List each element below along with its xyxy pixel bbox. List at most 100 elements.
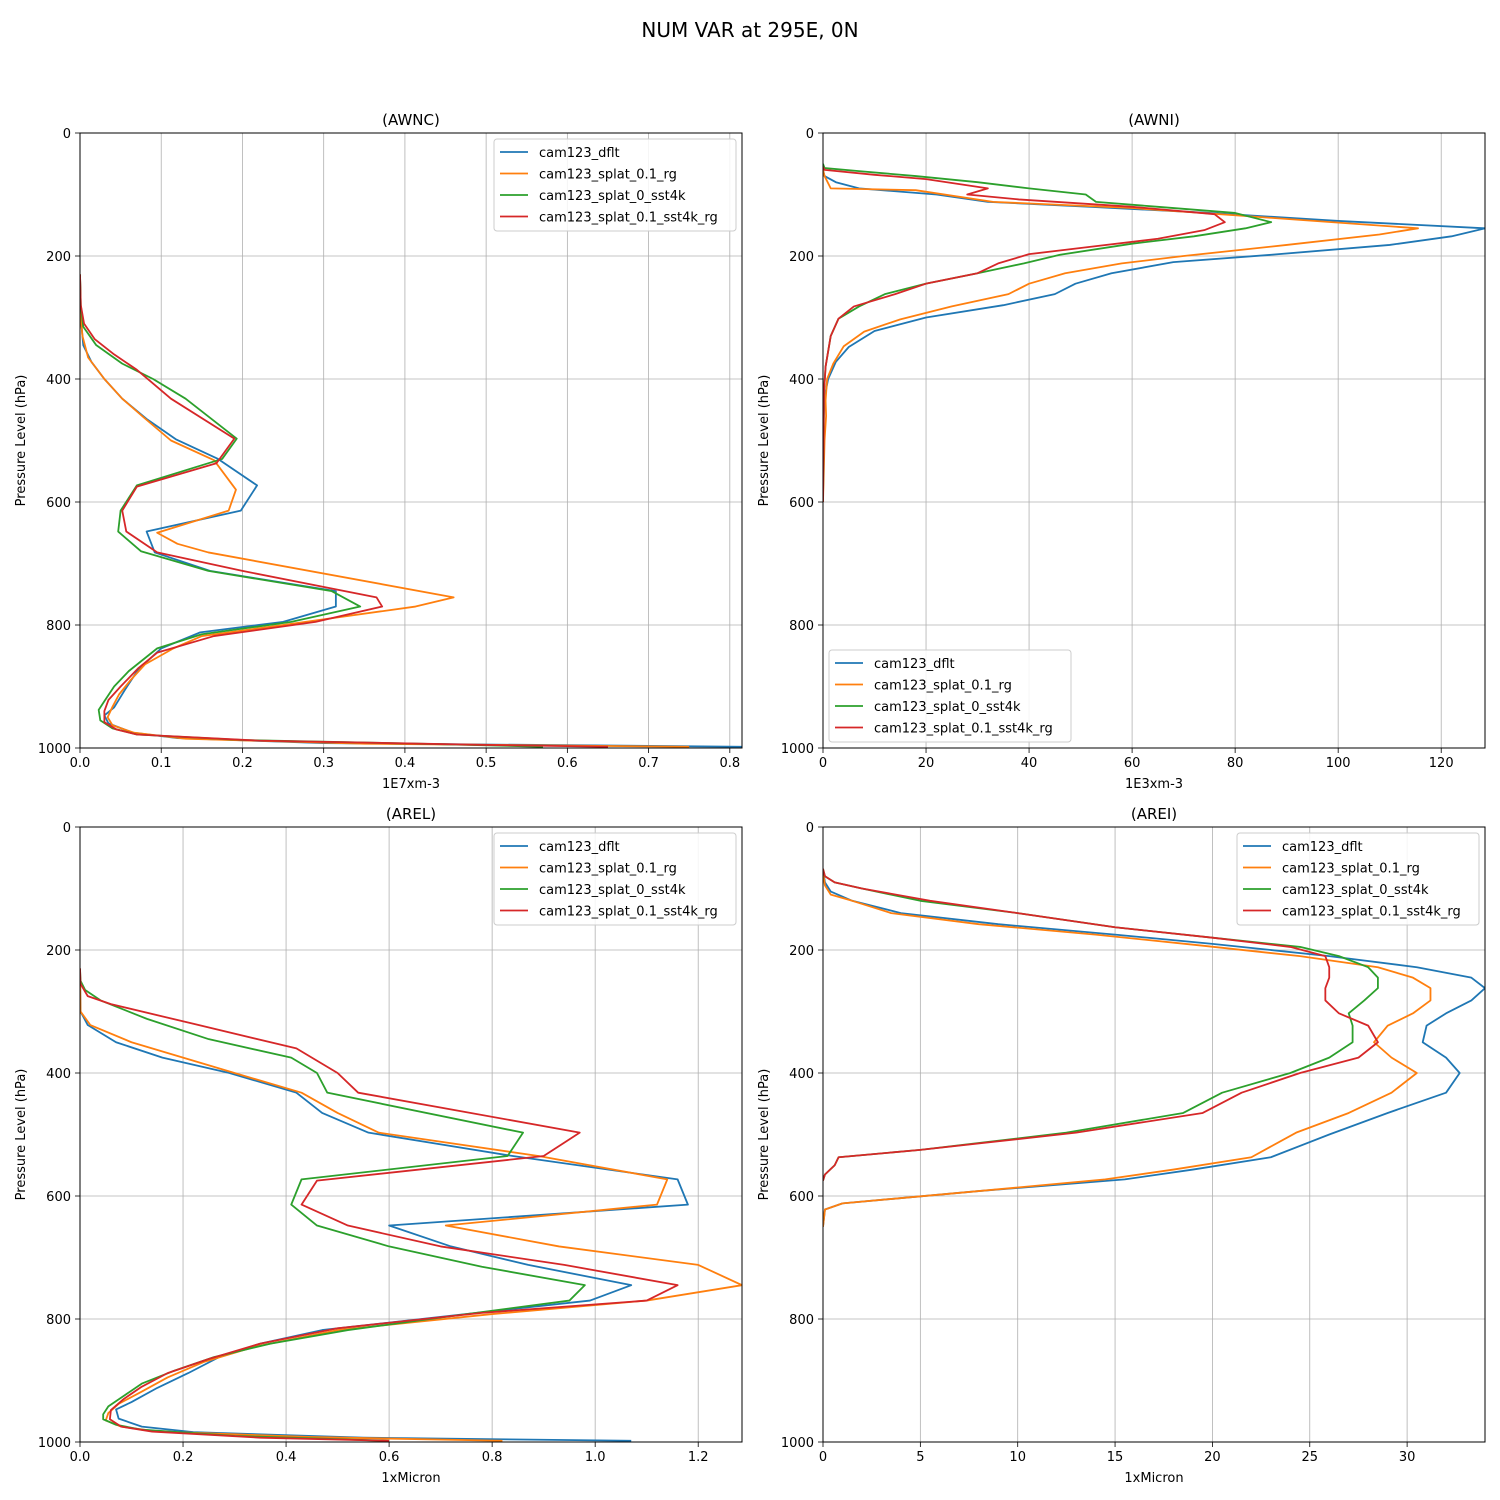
legend-label: cam123_splat_0.1_rg xyxy=(539,168,677,183)
series-line-cam123-splat-0-1-rg xyxy=(823,169,1419,503)
x-tick-label: 0.2 xyxy=(232,756,253,771)
y-tick-label: 800 xyxy=(46,619,71,634)
axes-frame xyxy=(79,132,743,749)
y-tick-label: 0 xyxy=(806,127,814,142)
legend: cam123_dflt cam123_splat_0.1_rg cam123_spl… xyxy=(493,138,737,232)
legend: cam123_dflt cam123_splat_0.1_rg cam123_spl… xyxy=(493,832,737,926)
x-tick-label: 0.5 xyxy=(476,756,497,771)
legend-label: cam123_splat_0_sst4k xyxy=(1282,883,1429,898)
subplot-title: (AREI) xyxy=(1131,805,1177,823)
x-tick-label: 0.6 xyxy=(379,1450,400,1465)
x-tick-label: 30 xyxy=(1399,1450,1416,1465)
series-line-cam123-splat-0-1-rg xyxy=(80,274,690,748)
series-line-cam123-dflt xyxy=(80,968,689,1442)
series-line-cam123-splat-0-1-rg xyxy=(823,872,1432,1227)
subplot-3: 0.0 0.2 0.4 0.6 0.8 1.0 1.2 0 200 400 600 800 1000 (A… xyxy=(14,805,743,1486)
y-tick-label: 400 xyxy=(789,1067,814,1082)
y-tick-label: 200 xyxy=(46,250,71,265)
legend-label: cam123_splat_0.1_sst4k_rg xyxy=(874,722,1053,737)
y-axis-label: Pressure Level (hPa) xyxy=(14,1069,29,1201)
series-line-cam123-splat-0-sst4k xyxy=(823,163,1273,503)
y-tick-label: 200 xyxy=(789,250,814,265)
legend-label: cam123_splat_0.1_sst4k_rg xyxy=(1282,905,1461,920)
x-tick-label: 0.0 xyxy=(70,756,91,771)
x-tick-label: 25 xyxy=(1301,1450,1318,1465)
x-axis-label: 1xMicron xyxy=(1124,1471,1183,1486)
x-axis-label: 1E7xm-3 xyxy=(382,777,440,792)
y-tick-label: 0 xyxy=(63,127,71,142)
legend-label: cam123_dflt xyxy=(874,657,955,672)
series-line-cam123-dflt xyxy=(80,274,742,748)
series-line-cam123-splat-0-sst4k xyxy=(80,274,544,748)
x-tick-label: 0.8 xyxy=(719,756,740,771)
legend-label: cam123_splat_0.1_rg xyxy=(539,862,677,877)
x-tick-label: 0.4 xyxy=(276,1450,297,1465)
legend-box xyxy=(1236,832,1480,926)
y-tick-label: 1000 xyxy=(781,742,814,757)
legend-box xyxy=(493,832,737,926)
x-tick-label: 100 xyxy=(1326,756,1351,771)
figure-title: NUM VAR at 295E, 0N xyxy=(641,18,858,42)
x-tick-label: 1.0 xyxy=(585,1450,606,1465)
series-line-cam123-dflt xyxy=(823,169,1485,503)
y-tick-label: 400 xyxy=(46,373,71,388)
y-tick-label: 200 xyxy=(789,944,814,959)
y-tick-label: 600 xyxy=(46,1190,71,1205)
axes-frame xyxy=(822,132,1486,749)
x-tick-label: 20 xyxy=(1204,1450,1221,1465)
series-line-cam123-splat-0-1-sst4k-rg xyxy=(80,968,679,1442)
x-tick-label: 0 xyxy=(819,1450,827,1465)
y-tick-label: 0 xyxy=(806,821,814,836)
legend-label: cam123_splat_0.1_rg xyxy=(1282,862,1420,877)
y-tick-label: 600 xyxy=(789,1190,814,1205)
x-tick-label: 0.2 xyxy=(173,1450,194,1465)
x-tick-label: 0.3 xyxy=(313,756,334,771)
x-tick-label: 20 xyxy=(918,756,935,771)
y-tick-label: 800 xyxy=(789,619,814,634)
x-tick-label: 0 xyxy=(819,756,827,771)
x-tick-label: 10 xyxy=(1009,1450,1026,1465)
series-line-cam123-dflt xyxy=(823,869,1485,1227)
legend-label: cam123_dflt xyxy=(539,840,620,855)
legend-box xyxy=(828,649,1072,743)
legend-label: cam123_dflt xyxy=(1282,840,1363,855)
subplot-title: (AWNI) xyxy=(1128,111,1180,129)
x-tick-label: 0.4 xyxy=(395,756,416,771)
legend-label: cam123_splat_0.1_rg xyxy=(874,679,1012,694)
x-tick-label: 15 xyxy=(1107,1450,1124,1465)
legend-label: cam123_splat_0_sst4k xyxy=(874,700,1021,715)
y-tick-label: 0 xyxy=(63,821,71,836)
legend-label: cam123_splat_0.1_sst4k_rg xyxy=(539,211,718,226)
x-tick-label: 0.6 xyxy=(557,756,578,771)
legend-label: cam123_splat_0_sst4k xyxy=(539,189,686,204)
x-tick-label: 60 xyxy=(1124,756,1141,771)
x-tick-label: 80 xyxy=(1227,756,1244,771)
series-line-cam123-splat-0-sst4k xyxy=(80,968,586,1442)
x-tick-label: 0.7 xyxy=(638,756,659,771)
axes-frame xyxy=(822,826,1486,1443)
legend: cam123_dflt cam123_splat_0.1_rg cam123_spl… xyxy=(1236,832,1480,926)
series-line-cam123-splat-0-1-sst4k-rg xyxy=(80,274,608,748)
x-axis-label: 1E3xm-3 xyxy=(1125,777,1183,792)
legend-label: cam123_dflt xyxy=(539,146,620,161)
y-tick-label: 800 xyxy=(46,1313,71,1328)
y-tick-label: 400 xyxy=(46,1067,71,1082)
x-tick-label: 0.8 xyxy=(482,1450,503,1465)
x-tick-label: 120 xyxy=(1429,756,1454,771)
y-tick-label: 1000 xyxy=(38,1436,71,1451)
y-axis-label: Pressure Level (hPa) xyxy=(14,375,29,507)
series-line-cam123-splat-0-1-sst4k-rg xyxy=(823,868,1379,1181)
y-tick-label: 200 xyxy=(46,944,71,959)
x-tick-label: 0.0 xyxy=(70,1450,91,1465)
y-axis-label: Pressure Level (hPa) xyxy=(757,375,772,507)
y-tick-label: 1000 xyxy=(781,1436,814,1451)
subplot-1: 0.0 0.1 0.2 0.3 0.4 0.5 0.6 0.7 0.8 0 200 400 600 800… xyxy=(14,111,743,792)
axes-frame xyxy=(79,826,743,1443)
subplot-title: (AWNC) xyxy=(382,111,440,129)
legend-box xyxy=(493,138,737,232)
series-line-cam123-splat-0-1-rg xyxy=(80,968,742,1442)
legend: cam123_dflt cam123_splat_0.1_rg cam123_spl… xyxy=(828,649,1072,743)
x-tick-label: 0.1 xyxy=(151,756,172,771)
x-axis-label: 1xMicron xyxy=(381,1471,440,1486)
